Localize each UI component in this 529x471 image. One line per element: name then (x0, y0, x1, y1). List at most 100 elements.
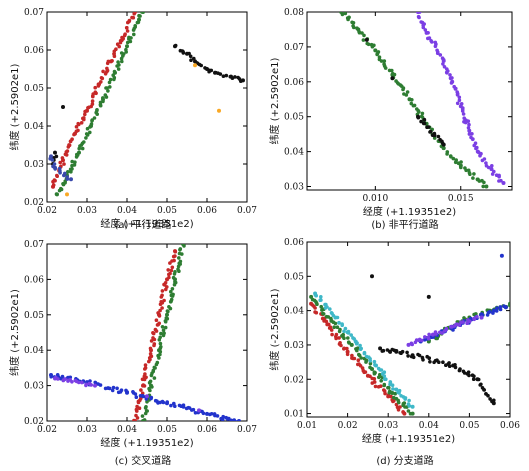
fill-point-d-1-9-9 (508, 303, 510, 308)
fill-point-b-0-1-8 (366, 42, 371, 47)
fill-point-a-0-2-6 (79, 121, 84, 125)
fill-point-b-0-3-1 (392, 72, 397, 77)
fill-point-d-0-4-7 (398, 405, 402, 409)
point-c-3-1 (93, 383, 97, 388)
fill-point-c-3-0-11 (77, 380, 81, 385)
fill-point-d-5-2-14 (441, 360, 445, 365)
fill-point-b-1-2-2 (442, 65, 447, 69)
fill-point-d-3-2-11 (491, 311, 495, 315)
fill-point-d-2-1-10 (346, 331, 351, 335)
fill-point-c-1-2-5 (158, 335, 162, 340)
fill-point-d-1-1-3 (332, 325, 337, 330)
fill-point-a-2-5-4 (199, 63, 203, 68)
fill-point-a-0-1-1 (60, 156, 65, 160)
fill-point-c-2-4-12 (229, 418, 233, 421)
fill-point-c-1-0-1 (142, 418, 147, 421)
fill-point-d-0-1-9 (337, 336, 341, 340)
fill-point-c-2-3-2 (169, 403, 173, 408)
fill-point-b-2-2-9 (428, 130, 432, 134)
ytick-label-c-0: 0.02 (24, 417, 44, 427)
fill-point-d-0-1-15 (345, 346, 349, 351)
panel-c: (c) 交叉道路 0.02 0.03 0.04 0.05 0.06 0.07 0.02 0.0… (8, 240, 257, 467)
fill-point-b-0-0-7 (351, 21, 356, 25)
xtick-label-c-0: 0.02 (37, 425, 57, 435)
fill-point-a-3-1-6 (62, 173, 66, 178)
fill-point-d-1-3-11 (387, 385, 391, 390)
xtick-label-a-1: 0.03 (77, 206, 97, 216)
fill-point-a-3-1-1 (53, 167, 57, 171)
fill-point-d-2-0-10 (328, 307, 332, 311)
plot-area-c (46, 243, 248, 422)
panel-d: (d) 分支道路 0.01 0.02 0.03 0.04 0.05 0.06 0.01 0.0… (268, 238, 520, 467)
fill-point-d-0-1-7 (334, 332, 339, 337)
xtick-label-c-4: 0.06 (197, 425, 217, 435)
fill-point-d-5-4-9 (486, 393, 490, 398)
fill-point-d-0-2-8 (356, 362, 360, 367)
fill-point-c-0-2-1 (148, 346, 153, 351)
fill-point-c-3-0-12 (80, 380, 84, 385)
fill-point-d-4-2-7 (468, 319, 472, 324)
fill-point-c-3-0-8 (70, 380, 74, 384)
fill-point-d-2-3-12 (390, 383, 395, 388)
fill-point-b-0-3-11 (405, 90, 410, 94)
fill-point-a-1-5-1 (112, 69, 117, 74)
fill-point-b-0-7-8 (471, 176, 475, 180)
fill-point-c-1-2-7 (159, 331, 163, 336)
xlabel-a: 经度 (+1.19351e2) (100, 217, 193, 230)
fill-point-a-0-4-6 (101, 69, 105, 74)
fill-point-a-1-5-12 (124, 47, 128, 52)
ytick-label-c-5: 0.07 (24, 240, 44, 250)
fill-point-a-0-4-2 (99, 80, 103, 84)
fill-point-a-1-2-6 (82, 140, 86, 144)
fill-point-d-2-2-7 (362, 350, 367, 355)
fill-point-a-0-4-4 (99, 76, 104, 80)
fill-point-b-0-7-1 (459, 165, 463, 170)
fill-point-b-1-2-7 (448, 73, 452, 77)
fill-point-b-0-7-3 (463, 166, 467, 170)
fill-point-c-2-2-12 (149, 395, 154, 400)
fill-point-c-0-4-6 (170, 265, 175, 270)
xlabel-c: 经度 (+1.19351e2) (100, 436, 193, 449)
fill-point-a-0-4-1 (96, 82, 101, 87)
fill-point-d-3-3-2 (495, 306, 499, 311)
fill-point-a-0-0-11 (58, 160, 62, 165)
fill-point-c-0-0-3 (134, 413, 138, 418)
fill-point-b-1-0-3 (417, 15, 421, 20)
fill-point-d-1-3-3 (372, 371, 377, 376)
fill-point-d-2-2-5 (359, 346, 364, 351)
fill-point-a-1-5-6 (120, 59, 124, 64)
ytick-label-d-2: 0.03 (284, 341, 304, 351)
fill-point-c-0-0-7 (135, 404, 139, 409)
fill-point-c-2-2-5 (134, 395, 139, 400)
fill-point-b-0-4-4 (412, 103, 417, 108)
point-a-4-1 (193, 63, 197, 68)
fill-point-d-3-1-3 (451, 328, 455, 332)
fill-point-c-2-0-1 (49, 374, 53, 379)
fill-point-c-0-4-11 (173, 254, 177, 258)
fill-point-d-2-2-12 (372, 359, 377, 364)
fill-point-a-1-5-2 (116, 67, 121, 71)
fill-point-a-2-3-1 (173, 43, 178, 48)
fill-point-b-1-3-11 (459, 102, 464, 106)
fill-point-b-1-0-8 (421, 25, 426, 30)
fill-point-a-0-5-8 (115, 42, 120, 46)
fill-point-d-1-2-11 (364, 360, 368, 364)
fill-point-d-1-3-7 (379, 379, 384, 383)
fill-point-b-2-2-1 (416, 115, 421, 120)
fill-point-d-0-2-1 (345, 352, 350, 357)
fill-point-c-1-0-15 (150, 385, 154, 389)
point-d-2-4 (394, 387, 399, 392)
fill-point-c-0-1-1 (141, 383, 146, 387)
fill-point-c-0-2-10 (153, 327, 158, 332)
fill-point-d-3-2-7 (479, 312, 484, 316)
fill-point-a-0-0-6 (55, 173, 59, 178)
fill-point-b-1-7-2 (490, 172, 495, 176)
fill-point-d-0-1-5 (330, 332, 334, 337)
fill-point-d-2-2-3 (358, 343, 362, 348)
xtick-label-b-0: 0.010 (362, 194, 388, 204)
fill-point-d-1-2-12 (368, 361, 373, 366)
fill-point-d-4-0-8 (423, 335, 427, 339)
fill-point-d-2-2-2 (354, 341, 359, 346)
fill-point-a-1-1-11 (75, 152, 79, 157)
